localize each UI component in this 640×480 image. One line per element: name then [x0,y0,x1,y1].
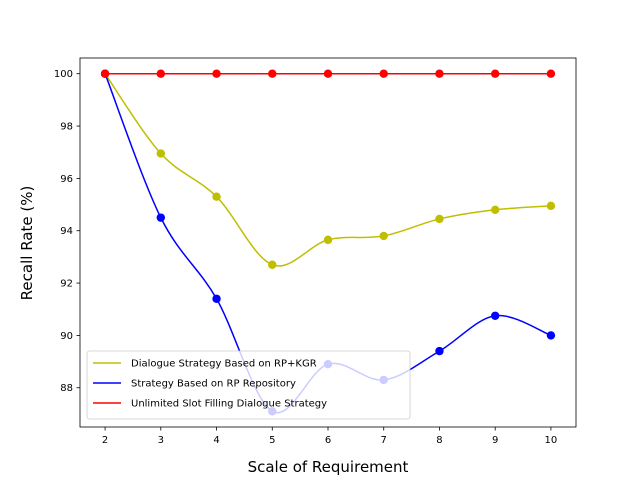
series-3-point-6 [323,69,333,78]
series-1-point-4 [212,192,221,201]
series-3-point-4 [212,69,221,78]
x-tick-label-10: 10 [545,435,558,446]
series-2-point-4 [212,294,221,303]
x-tick-label-6: 6 [325,435,331,446]
axes: 2 3 4 5 6 7 8 9 10 88 90 92 94 96 98 100 [54,57,577,446]
series-1-point-10 [546,201,556,211]
y-tick-label-94: 94 [60,226,73,237]
x-tick-label-8: 8 [436,435,442,446]
y-tick-label-90: 90 [60,331,73,342]
series-3-point-3 [156,69,166,78]
y-axis-label: Recall Rate (%) [18,186,36,301]
y-tick-label-92: 92 [60,279,73,290]
x-tick-label-5: 5 [269,435,275,446]
y-tick-label-98: 98 [60,122,73,133]
x-tick-label-3: 3 [158,435,164,446]
legend-box [86,350,411,420]
series-line-1 [104,73,551,267]
series-2-point-10 [546,331,556,340]
y-tick-label-96: 96 [60,174,73,185]
y-tick-label-88: 88 [60,383,73,394]
series-3-point-5 [268,69,277,78]
series-1-point-3 [156,149,166,158]
series-3-point-8 [435,69,444,78]
y-tick-label-100: 100 [54,69,73,80]
series-3-point-7 [379,69,388,78]
series-3-point-10 [546,69,556,78]
series-1-point-5 [268,260,277,269]
series-3-point-9 [490,69,500,78]
series-1-point-8 [435,214,444,224]
legend-label-2: Strategy Based on RP Repository [131,379,296,390]
series-2-point-3 [156,213,166,222]
legend-label-1: Dialogue Strategy Based on RP+KGR [131,359,317,370]
series-2-point-9 [490,311,500,320]
series-1-point-6 [323,235,333,245]
legend-label-3: Unlimited Slot Filling Dialogue Strategy [131,399,327,410]
x-tick-label-7: 7 [381,435,387,446]
series-1-point-7 [379,231,388,241]
series-3-point-2 [100,69,110,78]
x-tick-label-4: 4 [213,435,219,446]
series-1-point-9 [490,205,500,214]
x-tick-label-9: 9 [492,435,498,446]
series-2-point-8 [435,346,444,356]
x-tick-label-2: 2 [102,435,108,446]
x-axis-label: Scale of Requirement [248,458,409,476]
legend: Dialogue Strategy Based on RP+KGR Strateg… [86,350,411,420]
